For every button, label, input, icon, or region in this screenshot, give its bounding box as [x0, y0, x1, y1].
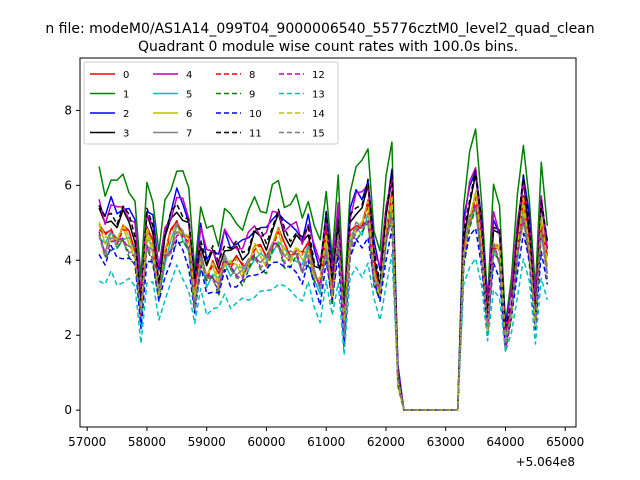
legend-label-10: 10 — [249, 109, 262, 120]
series-line-14 — [98, 189, 549, 411]
y-tick-label: 0 — [64, 403, 72, 417]
y-tick-label: 6 — [64, 178, 72, 192]
legend-label-7: 7 — [186, 129, 192, 140]
legend-label-8: 8 — [249, 70, 255, 81]
legend-label-1: 1 — [123, 90, 129, 101]
x-offset-label: +5.064e8 — [516, 455, 575, 469]
x-tick-label: 64000 — [486, 435, 524, 449]
legend-label-3: 3 — [123, 129, 129, 140]
legend-label-15: 15 — [312, 129, 325, 140]
y-tick-label: 4 — [64, 253, 72, 267]
series-line-13 — [98, 253, 549, 411]
legend-label-12: 12 — [312, 70, 325, 81]
chart-suptitle: n file: modeM0/AS1A14_099T04_9000006540_… — [45, 21, 594, 37]
y-tick-label: 8 — [64, 103, 72, 117]
x-axis: 57000 58000 59000 60000 61000 62000 63000 64000… — [68, 427, 584, 449]
legend-label-4: 4 — [186, 70, 192, 81]
series-line-1 — [98, 128, 549, 411]
legend-label-0: 0 — [123, 70, 129, 81]
y-tick-label: 2 — [64, 328, 72, 342]
legend-label-6: 6 — [186, 109, 192, 120]
legend-label-9: 9 — [249, 90, 255, 101]
plot-frame — [79, 57, 577, 428]
x-tick-label: 63000 — [427, 435, 465, 449]
chart-title: Quadrant 0 module wise count rates with … — [138, 39, 518, 55]
legend-label-5: 5 — [186, 90, 192, 101]
series-line-8 — [98, 193, 549, 411]
legend-label-11: 11 — [249, 129, 262, 140]
legend-label-13: 13 — [312, 90, 325, 101]
series-line-15 — [98, 207, 549, 411]
y-axis: 0 2 4 6 8 — [64, 103, 80, 417]
series-line-11 — [98, 169, 549, 411]
series-line-12 — [98, 203, 549, 411]
x-tick-label: 61000 — [307, 435, 345, 449]
series-layer — [98, 128, 549, 411]
x-tick-label: 65000 — [546, 435, 584, 449]
x-tick-label: 58000 — [128, 435, 166, 449]
x-tick-label: 62000 — [367, 435, 405, 449]
legend-label-14: 14 — [312, 109, 325, 120]
legend-label-2: 2 — [123, 109, 129, 120]
x-tick-label: 57000 — [68, 435, 106, 449]
legend-frame — [83, 61, 339, 145]
x-tick-label: 59000 — [188, 435, 226, 449]
series-line-10 — [98, 227, 549, 411]
x-tick-label: 60000 — [247, 435, 285, 449]
